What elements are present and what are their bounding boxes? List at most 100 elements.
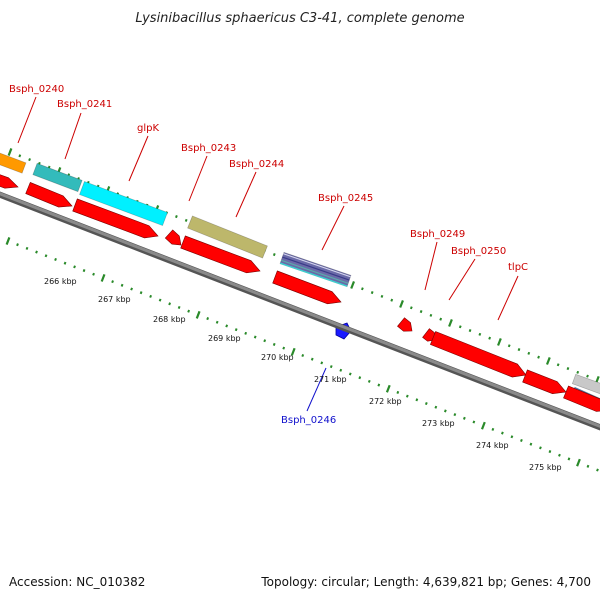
scale-label-270-kbp: 270 kbp — [261, 353, 294, 362]
forward-minor-tick — [478, 332, 482, 336]
reverse-minor-tick — [558, 453, 561, 457]
reverse-minor-tick — [396, 390, 400, 394]
accession-text: Accession: NC_010382 — [9, 575, 145, 589]
cds-arrow-9 — [430, 331, 527, 378]
gene-label-tlpc: tlpC — [508, 262, 528, 273]
reverse-minor-tick — [54, 257, 57, 261]
forward-minor-tick — [527, 351, 531, 355]
gene-label-glpk: glpK — [137, 123, 159, 134]
reverse-minor-tick — [35, 250, 38, 254]
cds-arrow-4 — [164, 229, 182, 246]
reverse-minor-tick — [206, 317, 210, 321]
forward-minor-tick — [429, 313, 433, 317]
cds-arrow-3 — [72, 198, 159, 239]
gene-label-bsph_0245: Bsph_0245 — [318, 193, 373, 204]
reverse-minor-tick — [16, 243, 19, 247]
forward-minor-tick — [468, 329, 472, 333]
scale-label-267-kbp: 267 kbp — [98, 295, 131, 304]
reverse-minor-tick — [282, 346, 286, 350]
reverse-minor-tick — [453, 413, 457, 417]
reverse-minor-tick — [462, 416, 466, 420]
scale-label-273-kbp: 273 kbp — [422, 419, 455, 428]
forward-minor-tick — [419, 310, 423, 314]
gene-label-bsph_0249: Bsph_0249 — [410, 229, 465, 240]
reverse-minor-tick — [120, 283, 124, 287]
forward-minor-tick — [507, 344, 511, 348]
scale-label-271-kbp: 271 kbp — [314, 375, 347, 384]
cds-arrow-1 — [0, 174, 19, 189]
gene-label-bsph_0244: Bsph_0244 — [229, 159, 284, 170]
reverse-minor-tick — [310, 357, 314, 361]
feature-purple-band-stripe-2 — [282, 256, 350, 281]
scale-label-266-kbp: 266 kbp — [44, 277, 77, 286]
forward-minor-tick — [175, 215, 178, 219]
reverse-minor-tick — [320, 361, 324, 365]
cds-arrow-10 — [522, 369, 567, 394]
forward-minor-tick — [576, 370, 580, 374]
forward-minor-tick — [361, 287, 364, 291]
forward-minor-tick — [18, 154, 22, 158]
reverse-minor-tick — [63, 261, 67, 265]
reverse-minor-tick — [339, 368, 343, 372]
scale-label-268-kbp: 268 kbp — [153, 315, 186, 324]
gene-label-bsph_0246: Bsph_0246 — [281, 415, 336, 426]
reverse-minor-tick — [443, 409, 447, 413]
reverse-major-tick — [290, 347, 296, 356]
map-title: Lysinibacillus sphaericus C3-41, complet… — [135, 11, 464, 26]
reverse-minor-tick — [25, 246, 29, 250]
leader-line-glpk — [128, 135, 149, 182]
reverse-minor-tick — [501, 431, 504, 435]
forward-minor-tick — [184, 218, 188, 222]
forward-major-tick — [7, 148, 13, 156]
feature-teal-band — [32, 162, 83, 193]
reverse-minor-tick — [130, 287, 133, 291]
reverse-minor-tick — [244, 331, 248, 335]
reverse-minor-tick — [548, 450, 552, 454]
leader-line-tlpc — [497, 275, 519, 321]
forward-minor-tick — [488, 336, 492, 340]
reverse-minor-tick — [520, 438, 523, 442]
reverse-minor-tick — [158, 298, 162, 302]
reverse-minor-tick — [510, 435, 514, 439]
reverse-minor-tick — [215, 320, 219, 324]
reverse-minor-tick — [149, 294, 152, 298]
leader-line-bsph_0240 — [17, 96, 37, 144]
reverse-minor-tick — [424, 402, 428, 406]
reverse-minor-tick — [44, 254, 48, 258]
leader-line-bsph_0241 — [64, 112, 82, 160]
forward-minor-tick — [409, 306, 413, 310]
reverse-minor-tick — [92, 272, 95, 276]
cds-arrow-2 — [25, 182, 73, 208]
feature-olive-band — [187, 215, 268, 259]
feature-cyan-band — [79, 180, 168, 227]
backbone-track — [0, 191, 600, 431]
reverse-minor-tick — [82, 269, 86, 273]
forward-minor-tick — [517, 348, 521, 352]
reverse-major-tick — [195, 310, 201, 319]
feature-purple-band-stripe-4 — [279, 262, 348, 287]
gene-label-bsph_0241: Bsph_0241 — [57, 99, 112, 110]
scale-labels: 266 kbp 267 kbp 268 kbp 269 kbp 270 kbp 271 k… — [44, 277, 562, 472]
reverse-major-tick — [100, 273, 106, 282]
scale-label-275-kbp: 275 kbp — [529, 463, 562, 472]
reverse-minor-tick — [491, 427, 495, 431]
forward-minor-tick — [566, 367, 570, 371]
reverse-minor-tick — [415, 398, 419, 402]
gene-label-bsph_0240: Bsph_0240 — [9, 84, 64, 95]
reverse-minor-tick — [329, 365, 333, 369]
reverse-minor-tick — [358, 376, 362, 380]
reverse-minor-tick — [472, 420, 476, 424]
reverse-minor-tick — [187, 309, 191, 313]
reverse-major-tick — [480, 421, 486, 430]
reverse-minor-tick — [272, 342, 276, 346]
feature-purple-band-stripe-3 — [280, 259, 349, 284]
cds-arrow-11 — [563, 385, 600, 412]
reverse-minor-tick — [225, 324, 229, 328]
feature-gray-band — [571, 373, 600, 395]
forward-minor-tick — [272, 253, 276, 257]
reverse-minor-tick — [405, 394, 409, 398]
reverse-minor-tick — [73, 265, 76, 269]
gene-label-bsph_0243: Bsph_0243 — [181, 143, 236, 154]
reverse-minor-tick — [263, 339, 267, 343]
